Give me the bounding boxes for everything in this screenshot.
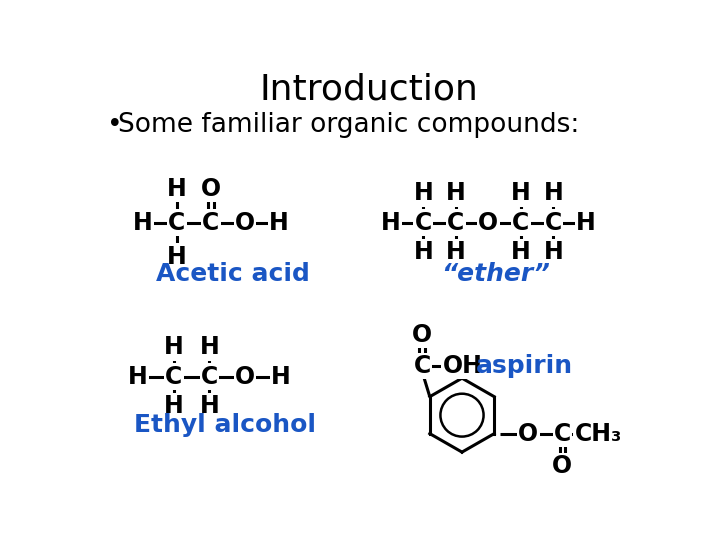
Text: H: H <box>167 245 186 268</box>
Text: O: O <box>412 323 432 347</box>
Text: H: H <box>271 364 291 389</box>
Text: H: H <box>199 394 219 418</box>
Text: O: O <box>478 211 498 235</box>
Text: O: O <box>235 364 255 389</box>
Text: C: C <box>413 354 431 378</box>
Text: C: C <box>545 211 562 235</box>
Text: O: O <box>235 211 255 235</box>
Text: H: H <box>446 240 466 264</box>
Text: H: H <box>511 240 531 264</box>
Text: H: H <box>164 394 184 418</box>
Text: Acetic acid: Acetic acid <box>156 262 310 286</box>
Text: H: H <box>413 181 433 205</box>
Text: aspirin: aspirin <box>476 354 573 378</box>
Text: H: H <box>446 181 466 205</box>
Text: H: H <box>269 211 289 235</box>
Text: Introduction: Introduction <box>260 72 478 106</box>
Text: C: C <box>554 422 571 446</box>
Text: H: H <box>413 240 433 264</box>
Text: CH₃: CH₃ <box>575 422 621 446</box>
Text: C: C <box>201 364 218 389</box>
Text: H: H <box>544 240 563 264</box>
Text: O: O <box>201 177 221 201</box>
Text: C: C <box>168 211 186 235</box>
Text: C: C <box>202 211 220 235</box>
Text: H: H <box>511 181 531 205</box>
Text: C: C <box>165 364 182 389</box>
Text: OH: OH <box>442 354 482 378</box>
Text: C: C <box>415 211 432 235</box>
Text: “ether”: “ether” <box>441 262 551 286</box>
Text: H: H <box>167 177 186 201</box>
Text: H: H <box>132 211 153 235</box>
Text: H: H <box>381 211 400 235</box>
Text: Some familiar organic compounds:: Some familiar organic compounds: <box>118 112 580 138</box>
Text: H: H <box>199 335 219 360</box>
Text: Ethyl alcohol: Ethyl alcohol <box>134 413 316 437</box>
Text: C: C <box>447 211 464 235</box>
Text: H: H <box>164 335 184 360</box>
Text: H: H <box>544 181 563 205</box>
Text: H: H <box>576 211 596 235</box>
Text: O: O <box>518 422 539 446</box>
Text: C: C <box>512 211 529 235</box>
Text: O: O <box>552 454 572 478</box>
Text: •: • <box>107 112 122 138</box>
Text: H: H <box>128 364 148 389</box>
